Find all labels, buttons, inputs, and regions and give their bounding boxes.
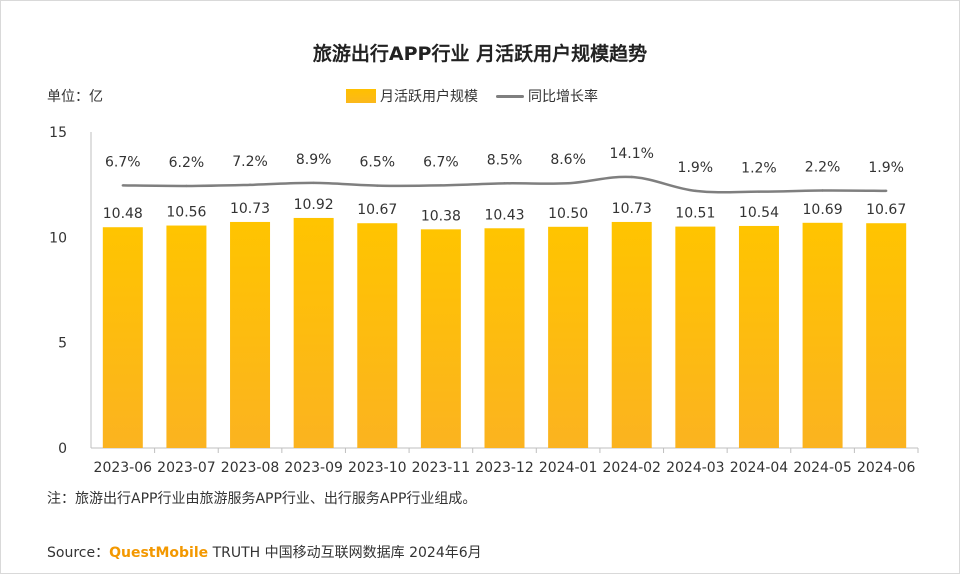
bar-value-label: 10.51 bbox=[675, 206, 715, 222]
y-tick-label: 0 bbox=[58, 441, 67, 457]
bar-mau bbox=[293, 217, 334, 448]
bar-value-label: 10.50 bbox=[548, 206, 588, 222]
growth-rate-label: 2.2% bbox=[805, 160, 841, 176]
source-suffix: TRUTH 中国移动互联网数据库 2024年6月 bbox=[208, 545, 482, 561]
chart-title: 旅游出行APP行业 月活跃用户规模趋势 bbox=[312, 43, 648, 65]
legend-item-mau: 月活跃用户规模 bbox=[346, 86, 478, 106]
x-tick-label: 2024-03 bbox=[666, 460, 725, 476]
growth-rate-label: 6.7% bbox=[423, 154, 459, 170]
footnote: 注：旅游出行APP行业由旅游服务APP行业、出行服务APP行业组成。 bbox=[47, 491, 477, 507]
growth-rate-point bbox=[376, 184, 379, 187]
x-tick-label: 2023-08 bbox=[221, 460, 280, 476]
x-tick-label: 2023-10 bbox=[348, 460, 407, 476]
bar-mau bbox=[420, 229, 461, 448]
legend-label-yoy: 同比增长率 bbox=[528, 89, 598, 105]
bar-value-label: 10.67 bbox=[866, 202, 906, 218]
legend-bar-swatch bbox=[346, 89, 376, 103]
y-tick-label: 5 bbox=[58, 336, 67, 352]
source-line: Source：QuestMobile TRUTH 中国移动互联网数据库 2024… bbox=[47, 542, 482, 562]
y-tick-label: 15 bbox=[49, 125, 67, 141]
legend-label-mau: 月活跃用户规模 bbox=[380, 89, 478, 105]
growth-rate-label: 1.9% bbox=[678, 160, 714, 176]
growth-rate-label: 6.5% bbox=[359, 155, 395, 171]
source-brand: QuestMobile bbox=[109, 545, 209, 561]
growth-rate-label: 6.2% bbox=[169, 155, 205, 171]
growth-rate-point bbox=[566, 182, 570, 185]
growth-rate-point bbox=[312, 181, 315, 185]
bar-mau bbox=[484, 228, 525, 448]
growth-rate-point bbox=[694, 189, 697, 193]
x-tick-label: 2023-06 bbox=[94, 460, 153, 476]
bar-value-label: 10.69 bbox=[803, 202, 843, 218]
bar-mau bbox=[548, 226, 589, 448]
growth-rate-label: 1.2% bbox=[741, 161, 777, 177]
legend-item-yoy: 同比增长率 bbox=[496, 86, 598, 106]
chart-legend: 月活跃用户规模 同比增长率 bbox=[346, 86, 598, 106]
bar-value-label: 10.56 bbox=[166, 205, 206, 221]
x-tick-label: 2024-06 bbox=[857, 460, 916, 476]
bar-mau bbox=[675, 226, 716, 448]
y-tick-label: 10 bbox=[49, 230, 67, 246]
bar-value-label: 10.54 bbox=[739, 205, 779, 221]
bar-mau bbox=[866, 223, 907, 448]
growth-rate-point bbox=[821, 189, 824, 192]
bar-mau bbox=[802, 222, 843, 448]
bar-value-label: 10.73 bbox=[230, 201, 270, 217]
bar-mau bbox=[102, 227, 143, 448]
x-tick-label: 2024-01 bbox=[539, 460, 598, 476]
bar-value-label: 10.73 bbox=[612, 201, 652, 217]
bar-mau bbox=[357, 223, 398, 448]
x-tick-label: 2024-05 bbox=[793, 460, 852, 476]
bar-mau bbox=[738, 225, 779, 448]
growth-rate-label: 8.5% bbox=[487, 152, 523, 168]
x-tick-label: 2023-07 bbox=[157, 460, 216, 476]
x-tick-label: 2024-04 bbox=[730, 460, 789, 476]
growth-rate-point bbox=[630, 175, 633, 179]
x-tick-label: 2023-12 bbox=[475, 460, 534, 476]
bar-value-label: 10.48 bbox=[103, 206, 143, 222]
x-tick-label: 2023-11 bbox=[412, 460, 471, 476]
growth-rate-point bbox=[757, 190, 761, 193]
growth-rate-point bbox=[503, 182, 506, 185]
bar-value-label: 10.67 bbox=[357, 202, 397, 218]
growth-rate-point bbox=[439, 184, 443, 187]
growth-rate-label: 7.2% bbox=[232, 154, 268, 170]
bar-value-label: 10.43 bbox=[484, 207, 524, 223]
unit-label: 单位：亿 bbox=[47, 89, 103, 105]
bar-mau bbox=[230, 221, 271, 448]
growth-rate-label: 8.9% bbox=[296, 152, 332, 168]
growth-rate-label: 14.1% bbox=[609, 146, 653, 162]
growth-rate-label: 1.9% bbox=[868, 160, 904, 176]
growth-rate-point bbox=[884, 189, 888, 193]
growth-rate-point bbox=[185, 184, 188, 188]
x-tick-label: 2023-09 bbox=[284, 460, 343, 476]
growth-rate-point bbox=[121, 184, 125, 187]
source-prefix: Source： bbox=[47, 545, 110, 561]
growth-rate-label: 8.6% bbox=[550, 152, 586, 168]
bar-mau bbox=[611, 221, 652, 448]
legend-line-swatch bbox=[496, 94, 524, 98]
bar-value-label: 10.38 bbox=[421, 208, 461, 224]
bar-mau bbox=[166, 225, 207, 448]
growth-rate-label: 6.7% bbox=[105, 154, 141, 170]
bar-value-label: 10.92 bbox=[294, 197, 334, 213]
growth-rate-point bbox=[248, 183, 252, 187]
x-tick-label: 2024-02 bbox=[602, 460, 661, 476]
